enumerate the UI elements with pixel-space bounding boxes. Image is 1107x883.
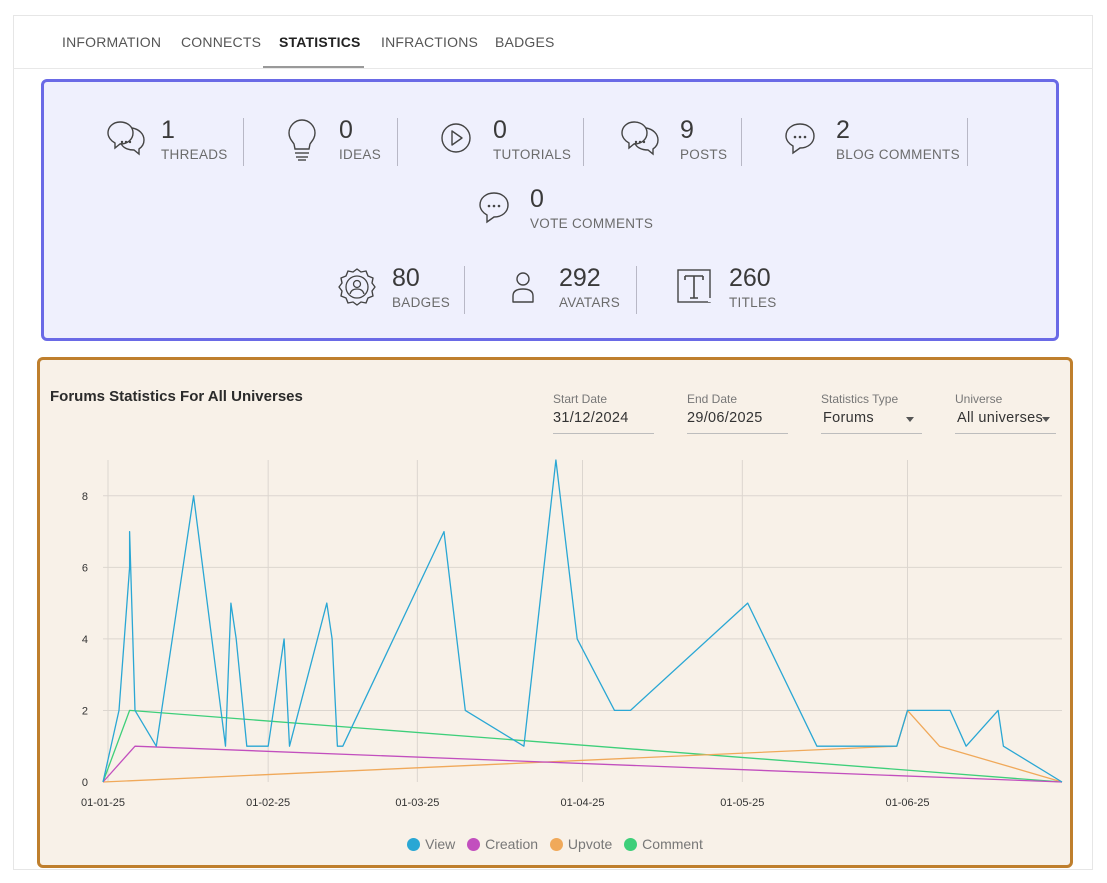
- titles-label: TITLES: [729, 295, 777, 310]
- active-tab-indicator: [263, 66, 364, 68]
- ideas-count: 0: [339, 116, 353, 144]
- legend-label: Upvote: [567, 836, 613, 852]
- x-tick-label: 01-03-25: [395, 797, 439, 809]
- end-date-field[interactable]: End Date 29/06/2025: [687, 392, 788, 434]
- legend-item-creation[interactable]: Creation: [467, 836, 538, 852]
- legend-label: Creation: [485, 836, 539, 852]
- vote-comments-label: VOTE COMMENTS: [530, 216, 654, 231]
- title-icon: [677, 269, 712, 303]
- legend-swatch: [549, 837, 563, 851]
- tab-connects[interactable]: CONNECTS: [181, 34, 262, 50]
- tutorials-count: 0: [493, 116, 507, 144]
- tab-statistics[interactable]: STATISTICS: [279, 34, 361, 50]
- y-tick-label: 2: [82, 705, 88, 717]
- start-date-label: Start Date: [553, 392, 608, 406]
- universe-label: Universe: [955, 392, 1003, 406]
- universe-value[interactable]: All universes: [957, 410, 1044, 426]
- x-tick-label: 01-02-25: [246, 797, 290, 809]
- stat-posts: 9 POSTS: [620, 116, 740, 170]
- divider: [243, 118, 244, 166]
- tab-infractions[interactable]: INFRACTIONS: [381, 34, 479, 50]
- chat-bubble-icon: [479, 192, 509, 224]
- user-stats-box: 1 THREADS 0 IDEAS 0 TUTORIALS 9 POSTS: [41, 79, 1059, 341]
- user-icon: [512, 272, 534, 303]
- blog-comments-count: 2: [836, 116, 850, 144]
- statistics-type-select[interactable]: Statistics Type Forums: [821, 392, 922, 434]
- tab-badges[interactable]: BADGES: [495, 34, 555, 50]
- threads-label: THREADS: [161, 147, 228, 162]
- threads-count: 1: [161, 116, 175, 144]
- stat-blog-comments: 2 BLOG COMMENTS: [782, 116, 972, 170]
- posts-count: 9: [680, 116, 694, 144]
- lightbulb-icon: [288, 119, 316, 161]
- stat-vote-comments: 0 VOTE COMMENTS: [476, 185, 656, 239]
- divider: [967, 118, 968, 166]
- badge-icon: [338, 268, 376, 306]
- stat-titles: 260 TITLES: [675, 264, 805, 318]
- badges-count: 80: [392, 264, 420, 292]
- legend-swatch: [467, 837, 481, 851]
- stat-ideas: 0 IDEAS: [284, 116, 394, 170]
- series-line-comment: [102, 709, 1063, 783]
- legend-label: Comment: [642, 836, 703, 852]
- stat-avatars: 292 AVATARS: [506, 264, 636, 318]
- legend-swatch: [407, 837, 421, 851]
- x-tick-label: 01-04-25: [560, 797, 604, 809]
- universe-select[interactable]: Universe All universes: [955, 392, 1056, 434]
- chart-title: Forums Statistics For All Universes: [50, 388, 303, 405]
- divider: [464, 266, 465, 314]
- legend-item-comment[interactable]: Comment: [624, 836, 703, 852]
- legend-item-upvote[interactable]: Upvote: [549, 836, 613, 852]
- stat-threads: 1 THREADS: [106, 116, 246, 170]
- divider: [397, 118, 398, 166]
- legend-label: View: [425, 836, 456, 852]
- ideas-label: IDEAS: [339, 147, 382, 162]
- statistics-type-label: Statistics Type: [821, 392, 899, 406]
- series-line-view: [102, 459, 1063, 783]
- play-circle-icon: [441, 123, 471, 153]
- chat-bubbles-icon: [107, 121, 145, 156]
- chat-bubble-icon: [785, 123, 815, 155]
- forums-statistics-panel: Forums Statistics For All Universes Star…: [37, 357, 1073, 868]
- start-date-input[interactable]: 31/12/2024: [553, 410, 629, 426]
- legend-item-view[interactable]: View: [407, 836, 455, 852]
- avatars-label: AVATARS: [559, 295, 621, 310]
- vote-comments-count: 0: [530, 185, 544, 213]
- avatars-count: 292: [559, 264, 601, 292]
- y-tick-label: 4: [82, 634, 88, 646]
- x-tick-label: 01-06-25: [885, 797, 929, 809]
- y-tick-label: 8: [82, 491, 88, 503]
- divider: [741, 118, 742, 166]
- chart-legend: View Creation Upvote Comment: [40, 836, 1070, 854]
- titles-count: 260: [729, 264, 771, 292]
- chevron-down-icon[interactable]: [1042, 417, 1050, 422]
- series-line-creation: [102, 745, 1063, 783]
- divider: [583, 118, 584, 166]
- tab-information[interactable]: INFORMATION: [62, 34, 162, 50]
- x-tick-label: 01-01-25: [81, 797, 125, 809]
- end-date-input[interactable]: 29/06/2025: [687, 410, 763, 426]
- divider: [636, 266, 637, 314]
- tutorials-label: TUTORIALS: [493, 147, 572, 162]
- blog-comments-label: BLOG COMMENTS: [836, 147, 960, 162]
- legend-swatch: [624, 837, 638, 851]
- end-date-label: End Date: [687, 392, 738, 406]
- y-tick-label: 0: [82, 777, 88, 789]
- chevron-down-icon[interactable]: [906, 417, 914, 422]
- tab-bar: INFORMATION CONNECTS STATISTICS INFRACTI…: [13, 15, 1093, 69]
- y-tick-label: 6: [82, 562, 88, 574]
- line-chart: 0 2 4 6 8 01-01-25 01-02-25 01-03-25 01-04-25 01-…: [81, 459, 1063, 809]
- stat-badges: 80 BADGES: [337, 264, 467, 318]
- stat-tutorials: 0 TUTORIALS: [439, 116, 579, 170]
- posts-label: POSTS: [680, 147, 728, 162]
- statistics-type-value[interactable]: Forums: [823, 410, 874, 426]
- badges-label: BADGES: [392, 295, 451, 310]
- start-date-field[interactable]: Start Date 31/12/2024: [553, 392, 654, 434]
- chat-bubbles-icon: [621, 121, 659, 156]
- x-tick-label: 01-05-25: [720, 797, 764, 809]
